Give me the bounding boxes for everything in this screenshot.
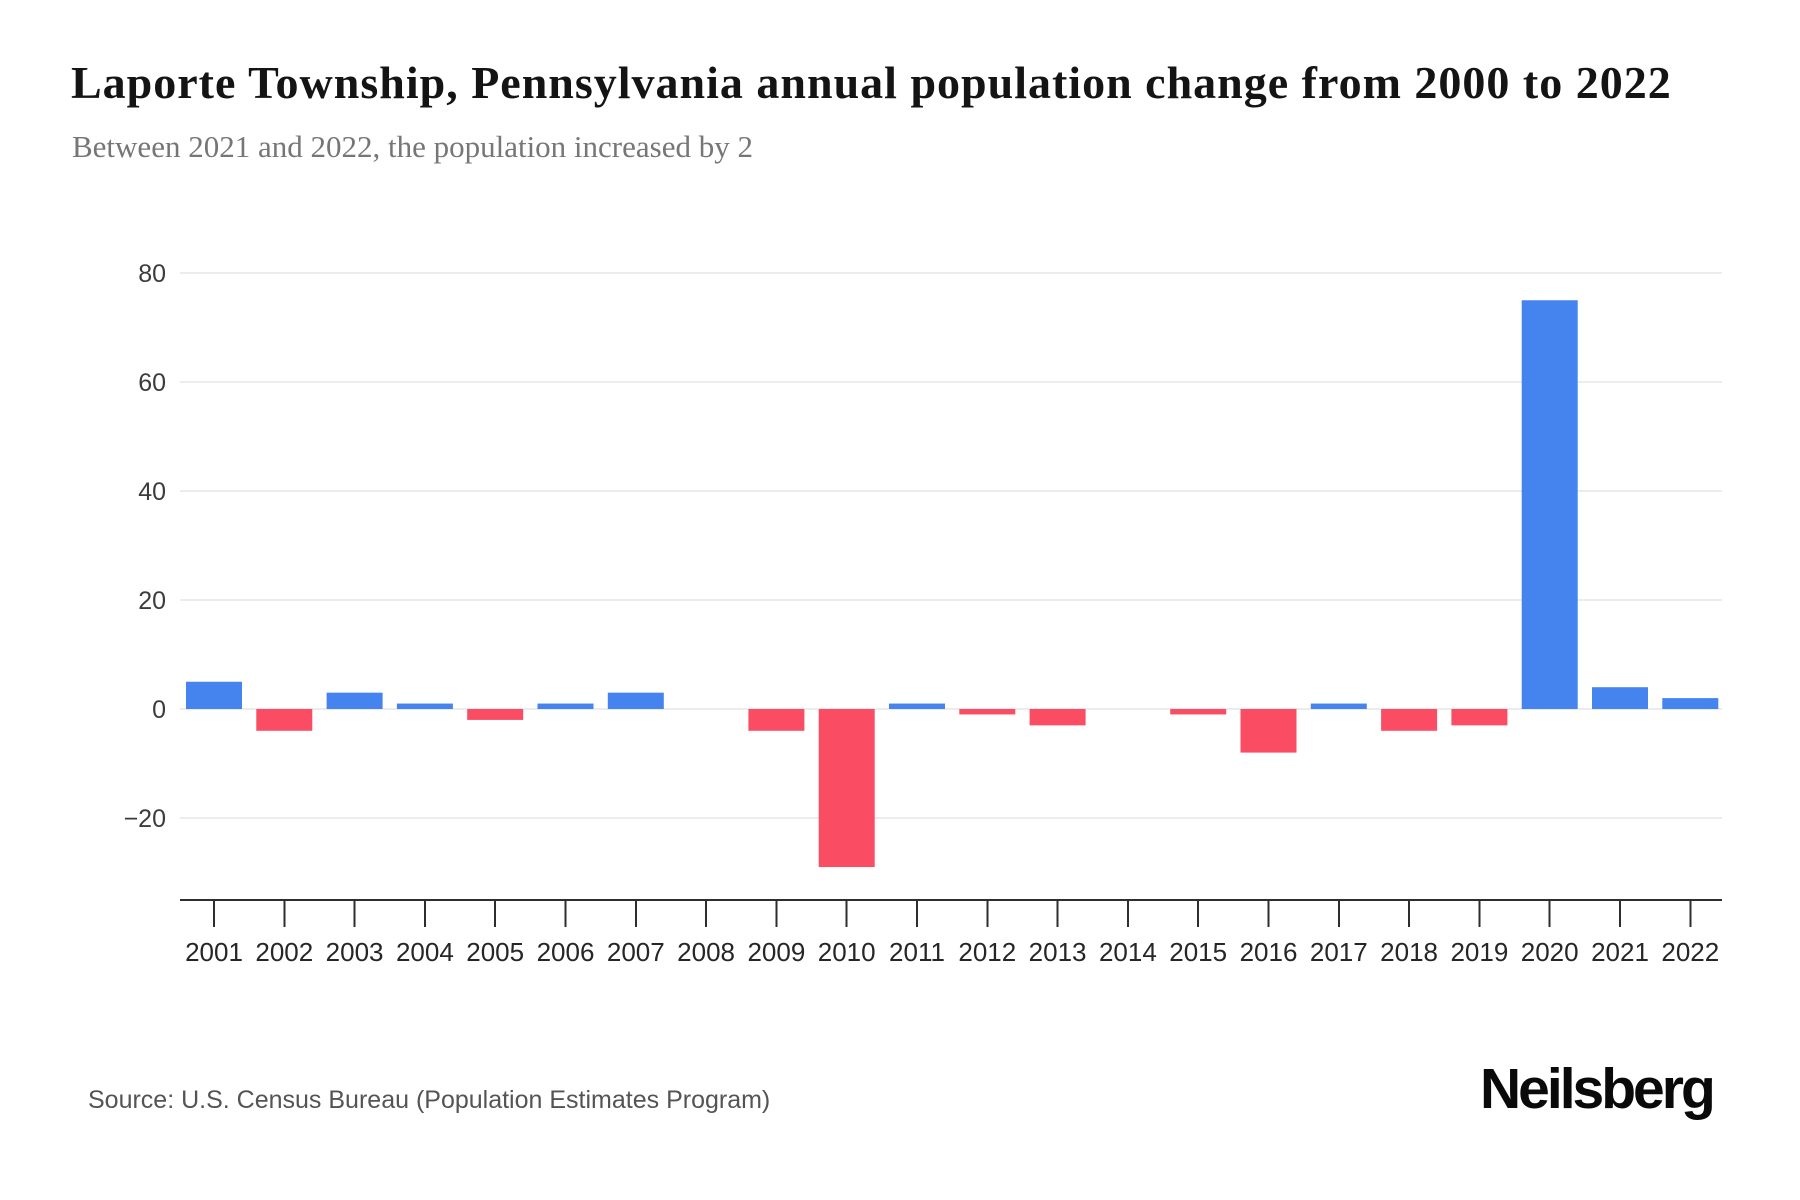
bar-2022 [1662, 698, 1719, 709]
bar-2020 [1521, 300, 1578, 709]
x-tick-label-2021: 2021 [1591, 937, 1649, 967]
source-attribution: Source: U.S. Census Bureau (Population E… [88, 1086, 771, 1114]
bar-2003 [326, 692, 383, 709]
bar-2007 [607, 692, 664, 709]
x-tick-label-2016: 2016 [1240, 937, 1298, 967]
bar-2001 [186, 681, 242, 709]
bar-2004 [396, 703, 453, 709]
bar-2009 [748, 709, 805, 731]
bar-2016 [1240, 709, 1297, 753]
x-tick-label-2022: 2022 [1661, 937, 1719, 967]
bar-2002 [256, 709, 313, 731]
y-tick-label-20: 20 [138, 587, 166, 615]
x-tick-label-2003: 2003 [326, 937, 384, 967]
neilsberg-logo: Neilsberg [1480, 1057, 1716, 1121]
x-tick-label-2010: 2010 [818, 937, 876, 967]
x-tick-label-2008: 2008 [677, 937, 735, 967]
x-tick-label-2011: 2011 [889, 937, 945, 967]
chart-title: Laporte Township, Pennsylvania annual po… [71, 57, 1672, 108]
x-tick-label-2014: 2014 [1099, 937, 1157, 967]
x-tick-label-2006: 2006 [537, 937, 595, 967]
x-tick-label-2004: 2004 [396, 937, 454, 967]
bar-2015 [1170, 709, 1227, 715]
x-tick-label-2007: 2007 [607, 937, 665, 967]
y-tick-label--20: −20 [124, 805, 166, 833]
y-tick-label-60: 60 [138, 369, 166, 397]
x-tick-label-2009: 2009 [747, 937, 805, 967]
x-tick-label-2017: 2017 [1310, 937, 1368, 967]
x-tick-label-2018: 2018 [1380, 937, 1438, 967]
x-tick-label-2005: 2005 [466, 937, 524, 967]
y-tick-label-80: 80 [138, 260, 166, 288]
bar-2006 [537, 703, 594, 709]
bar-2017 [1310, 703, 1367, 709]
x-tick-label-2001: 2001 [185, 937, 243, 967]
x-tick-label-2019: 2019 [1450, 937, 1508, 967]
bar-2012 [959, 709, 1016, 715]
bar-2011 [889, 703, 945, 709]
bar-2005 [467, 709, 524, 720]
bar-2019 [1451, 709, 1508, 726]
chart-subtitle: Between 2021 and 2022, the population in… [72, 129, 753, 164]
bar-2021 [1592, 687, 1648, 709]
bar-2018 [1381, 709, 1438, 731]
x-tick-label-2012: 2012 [958, 937, 1016, 967]
x-tick-label-2002: 2002 [255, 937, 313, 967]
bar-2013 [1029, 709, 1086, 726]
bar-2010 [818, 709, 875, 868]
x-tick-label-2020: 2020 [1521, 937, 1579, 967]
y-tick-label-40: 40 [138, 478, 166, 506]
y-tick-label-0: 0 [152, 696, 166, 724]
x-tick-label-2015: 2015 [1169, 937, 1227, 967]
x-tick-label-2013: 2013 [1029, 937, 1087, 967]
